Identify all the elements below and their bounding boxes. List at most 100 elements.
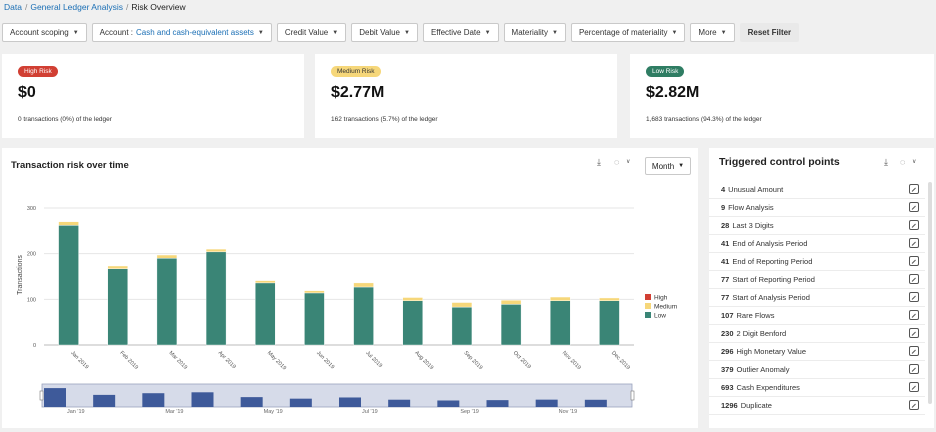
- control-point-count: 379: [721, 365, 734, 374]
- control-point-row[interactable]: 107 Rare Flows: [709, 307, 925, 325]
- filter-account[interactable]: Account : Cash and cash-equivalent assets…: [91, 23, 272, 42]
- control-point-row[interactable]: 77 Start of Reporting Period: [709, 271, 925, 289]
- control-point-row[interactable]: 379 Outlier Anomaly: [709, 361, 925, 379]
- caret-down-icon: ▼: [671, 29, 678, 36]
- filter-effective-date[interactable]: Effective Date ▼: [422, 23, 499, 42]
- external-link-icon[interactable]: [909, 328, 919, 338]
- control-point-row[interactable]: 1296 Duplicate: [709, 397, 925, 415]
- kpi-subtext: 0 transactions (0%) of the ledger: [18, 116, 112, 123]
- control-point-row[interactable]: 77 Start of Analysis Period: [709, 289, 925, 307]
- control-point-label: Start of Reporting Period: [732, 275, 815, 284]
- scrollbar[interactable]: [928, 182, 932, 404]
- caret-down-icon: ▼: [484, 29, 491, 36]
- external-link-icon[interactable]: [909, 274, 919, 284]
- external-link-icon[interactable]: [909, 256, 919, 266]
- control-point-row[interactable]: 693 Cash Expenditures: [709, 379, 925, 397]
- kpi-low-risk: Low Risk $2.82M 1,683 transactions (94.3…: [630, 54, 934, 138]
- control-point-count: 77: [721, 293, 730, 302]
- control-point-count: 9: [721, 203, 726, 212]
- control-point-label: Start of Analysis Period: [732, 293, 810, 302]
- external-link-icon[interactable]: [909, 184, 919, 194]
- external-link-icon[interactable]: [909, 238, 919, 248]
- comment-icon[interactable]: ◌: [614, 157, 620, 167]
- control-point-row[interactable]: 9 Flow Analysis: [709, 199, 925, 217]
- control-point-count: 693: [721, 383, 734, 392]
- triggered-control-points-panel: Triggered control points ⤓ ◌ ∨ 4 Unusual …: [709, 148, 934, 428]
- control-point-row[interactable]: 41 End of Reporting Period: [709, 253, 925, 271]
- control-point-label: High Monetary Value: [736, 347, 806, 356]
- filter-more[interactable]: More ▼: [690, 23, 735, 42]
- filter-label: Account scoping: [10, 28, 69, 37]
- control-point-count: 77: [721, 275, 730, 284]
- filter-credit-value[interactable]: Credit Value ▼: [276, 23, 347, 42]
- filter-label: Materiality: [511, 28, 548, 37]
- breadcrumb-data[interactable]: Data: [4, 2, 22, 12]
- caret-down-icon: ▼: [332, 29, 339, 36]
- caret-down-icon: ▼: [403, 29, 410, 36]
- control-point-label: Last 3 Digits: [732, 221, 774, 230]
- external-link-icon[interactable]: [909, 346, 919, 356]
- control-point-count: 107: [721, 311, 734, 320]
- chevron-down-icon[interactable]: ∨: [912, 159, 917, 165]
- filter-account-scoping[interactable]: Account scoping ▼: [2, 23, 87, 42]
- external-link-icon[interactable]: [909, 382, 919, 392]
- control-point-count: 41: [721, 239, 730, 248]
- external-link-icon[interactable]: [909, 310, 919, 320]
- kpi-value: $0: [18, 84, 36, 101]
- caret-down-icon: ▼: [257, 29, 264, 36]
- control-point-label: Cash Expenditures: [736, 383, 800, 392]
- filter-label: Percentage of materiality: [578, 28, 668, 37]
- download-icon[interactable]: ⤓: [884, 157, 888, 167]
- external-link-icon[interactable]: [909, 400, 919, 410]
- tcp-title: Triggered control points: [719, 156, 840, 168]
- kpi-medium-risk: Medium Risk $2.77M 162 transactions (5.7…: [315, 54, 617, 138]
- control-point-label: Rare Flows: [736, 311, 775, 320]
- filter-materiality[interactable]: Materiality ▼: [503, 23, 566, 42]
- control-point-count: 28: [721, 221, 730, 230]
- filter-percentage-materiality[interactable]: Percentage of materiality ▼: [570, 23, 686, 42]
- control-point-label: Flow Analysis: [728, 203, 774, 212]
- external-link-icon[interactable]: [909, 364, 919, 374]
- filter-debit-value[interactable]: Debit Value ▼: [351, 23, 418, 42]
- control-point-label: End of Reporting Period: [732, 257, 813, 266]
- chart-panel: Transaction risk over time ⤓ ◌ ∨: [2, 148, 698, 428]
- filter-label: Debit Value: [359, 28, 400, 37]
- caret-down-icon: ▼: [720, 29, 727, 36]
- filter-label: Credit Value: [284, 28, 329, 37]
- breadcrumb: Data / General Ledger Analysis / Risk Overvi…: [4, 2, 186, 12]
- control-point-count: 230: [721, 329, 734, 338]
- filter-label: Account :: [99, 28, 134, 37]
- control-point-row[interactable]: 296 High Monetary Value: [709, 343, 925, 361]
- high-risk-badge: High Risk: [18, 66, 58, 77]
- caret-down-icon: ▼: [552, 29, 558, 36]
- control-point-row[interactable]: 28 Last 3 Digits: [709, 217, 925, 235]
- control-point-count: 296: [721, 347, 734, 356]
- filter-label: More: [698, 28, 717, 37]
- filter-value: Cash and cash-equivalent assets: [136, 28, 254, 37]
- control-point-label: Unusual Amount: [728, 185, 784, 194]
- kpi-subtext: 162 transactions (5.7%) of the ledger: [331, 116, 438, 123]
- period-dropdown[interactable]: Month ▼: [645, 157, 691, 175]
- external-link-icon[interactable]: [909, 220, 919, 230]
- kpi-high-risk: High Risk $0 0 transactions (0%) of the …: [2, 54, 304, 138]
- medium-risk-badge: Medium Risk: [331, 66, 381, 77]
- control-point-row[interactable]: 41 End of Analysis Period: [709, 235, 925, 253]
- control-point-row[interactable]: 230 2 Digit Benford: [709, 325, 925, 343]
- period-label: Month: [651, 161, 675, 171]
- control-point-label: 2 Digit Benford: [736, 329, 787, 338]
- breadcrumb-general-ledger[interactable]: General Ledger Analysis: [30, 2, 123, 12]
- caret-down-icon: ▼: [72, 29, 79, 36]
- control-point-count: 1296: [721, 401, 738, 410]
- external-link-icon[interactable]: [909, 202, 919, 212]
- control-point-row[interactable]: 4 Unusual Amount: [709, 181, 925, 199]
- reset-filter-button[interactable]: Reset Filter: [739, 23, 800, 42]
- chevron-down-icon[interactable]: ∨: [626, 159, 631, 165]
- control-point-label: Duplicate: [740, 401, 772, 410]
- download-icon[interactable]: ⤓: [597, 157, 601, 167]
- external-link-icon[interactable]: [909, 292, 919, 302]
- control-point-label: Outlier Anomaly: [736, 365, 790, 374]
- kpi-subtext: 1,683 transactions (94.3%) of the ledger: [646, 116, 762, 123]
- caret-down-icon: ▼: [678, 163, 685, 169]
- comment-icon[interactable]: ◌: [900, 157, 906, 167]
- control-point-count: 4: [721, 185, 726, 194]
